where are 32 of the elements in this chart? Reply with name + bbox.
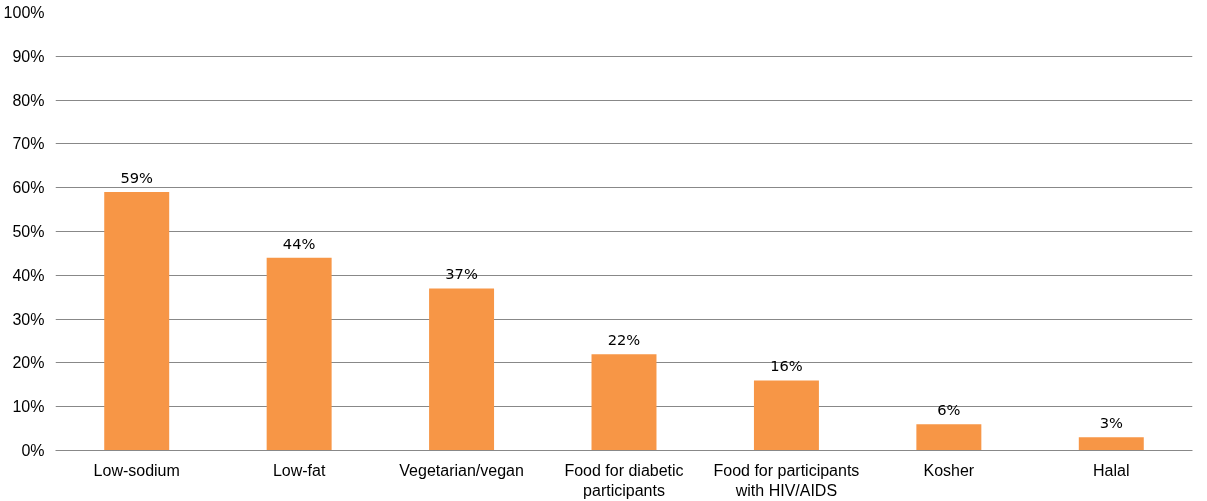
x-tick-label: Halal [1093,461,1130,479]
y-tick-label: 0% [21,442,45,459]
y-tick-label: 20% [12,354,45,372]
x-tick-label: Food for participants with HIV/AIDS [713,461,860,499]
x-tick-label: Food for diabetic participants [564,461,684,499]
x-tick-label: Kosher [923,461,975,479]
y-tick-label: 40% [12,266,45,284]
x-tick-label: Vegetarian/vegan [399,461,524,479]
data-label: 59% [120,169,154,187]
x-tick-label: Low-sodium [93,461,180,479]
bar [753,380,819,451]
data-label: 3% [1099,414,1123,432]
bar [916,424,982,451]
data-label: 6% [937,401,961,419]
data-label: 16% [770,357,803,375]
bar [1078,437,1144,451]
x-tick-label: Low-fat [272,461,326,479]
bar [104,192,170,451]
y-tick-label: 90% [12,47,45,65]
y-tick-label: 30% [12,310,45,328]
bar [266,257,332,451]
y-tick-label: 70% [12,135,45,153]
y-tick-label: 60% [12,179,45,197]
y-tick-label: 100% [3,4,45,21]
y-tick-label: 80% [12,91,45,109]
bar [429,288,495,451]
y-tick-label: 10% [12,398,45,416]
data-label: 37% [445,265,478,283]
y-tick-label: 50% [12,223,45,240]
bar [591,354,657,451]
data-label: 22% [607,331,641,349]
data-label: 44% [282,234,316,252]
